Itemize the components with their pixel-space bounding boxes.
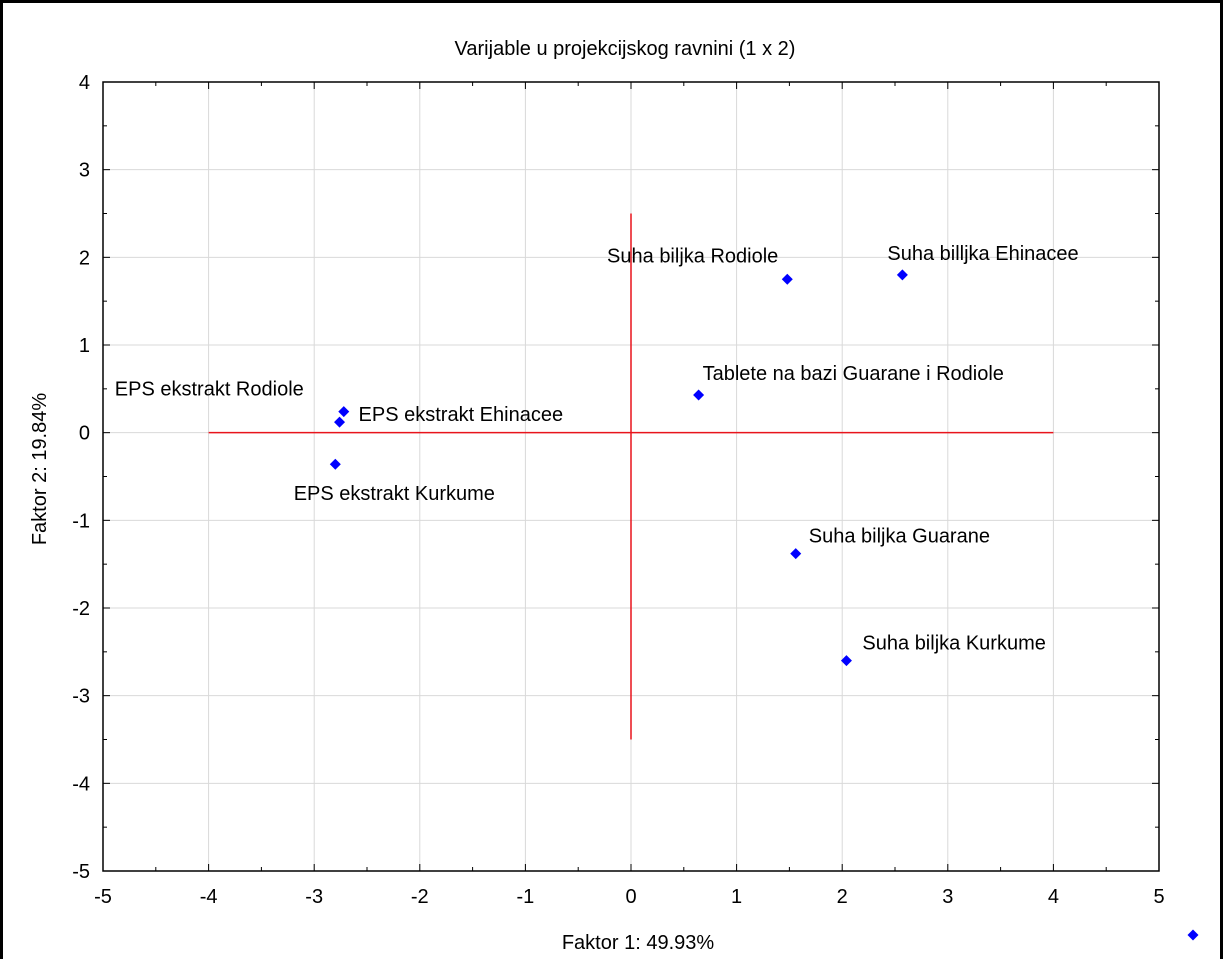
y-tick-label: 0 (79, 423, 90, 445)
x-tick-label: 2 (837, 886, 848, 908)
x-tick-label: 4 (1048, 886, 1059, 908)
data-point-marker (896, 269, 908, 281)
x-tick-label: -2 (411, 886, 429, 908)
x-tick-label: 5 (1153, 886, 1164, 908)
y-tick-label: -2 (72, 598, 90, 620)
x-tick-label: 0 (625, 886, 636, 908)
chart-title: Varijable u projekcijskog ravnini (1 x 2… (455, 38, 796, 60)
data-point-marker (840, 655, 852, 667)
point-labels: Suha biljka Rodiole Suha billjka Ehinacee… (115, 243, 1079, 655)
y-tick-label: -5 (72, 861, 90, 883)
y-axis-label: Faktor 2: 19.84% (29, 393, 51, 546)
data-point-marker (693, 389, 705, 401)
data-points (329, 269, 1199, 941)
data-point-marker (338, 406, 350, 418)
data-point-label: Suha biljka Rodiole (607, 245, 778, 267)
data-point-label: Tablete na bazi Guarane i Rodiole (703, 363, 1004, 385)
x-tick-label: -5 (94, 886, 112, 908)
data-point-marker (334, 416, 346, 428)
y-tick-label: 3 (79, 160, 90, 182)
reference-lines (208, 213, 1054, 740)
data-point-marker (781, 273, 793, 285)
y-tick-label: -4 (72, 773, 90, 795)
x-tick-label: 1 (731, 886, 742, 908)
data-point-label: Suha biljka Kurkume (862, 633, 1045, 655)
y-tick-label: 1 (79, 335, 90, 357)
data-point-label: Suha biljka Guarane (809, 526, 990, 548)
data-point-label: EPS ekstrakt Ehinacee (359, 404, 564, 426)
y-tick-label: -3 (72, 686, 90, 708)
y-tick-label: 2 (79, 247, 90, 269)
x-tick-label: 3 (942, 886, 953, 908)
axis-ticks (102, 81, 1160, 872)
data-point-marker (329, 458, 341, 470)
data-point-label: Suha billjka Ehinacee (887, 243, 1078, 265)
y-tick-labels: -5 -4 -3 -2 -1 0 1 2 3 4 (72, 72, 90, 883)
y-tick-label: -1 (72, 510, 90, 532)
x-tick-labels: -5 -4 -3 -2 -1 0 1 2 3 4 5 (94, 886, 1164, 908)
y-tick-label: 4 (79, 72, 90, 94)
x-tick-label: -3 (305, 886, 323, 908)
data-point-marker (790, 548, 802, 560)
data-point-label: EPS ekstrakt Kurkume (294, 483, 495, 505)
legend-marker (1187, 929, 1199, 941)
x-axis-label: Faktor 1: 49.93% (562, 932, 715, 954)
x-tick-label: -4 (200, 886, 218, 908)
x-tick-label: -1 (517, 886, 535, 908)
data-point-label: EPS ekstrakt Rodiole (115, 379, 304, 401)
